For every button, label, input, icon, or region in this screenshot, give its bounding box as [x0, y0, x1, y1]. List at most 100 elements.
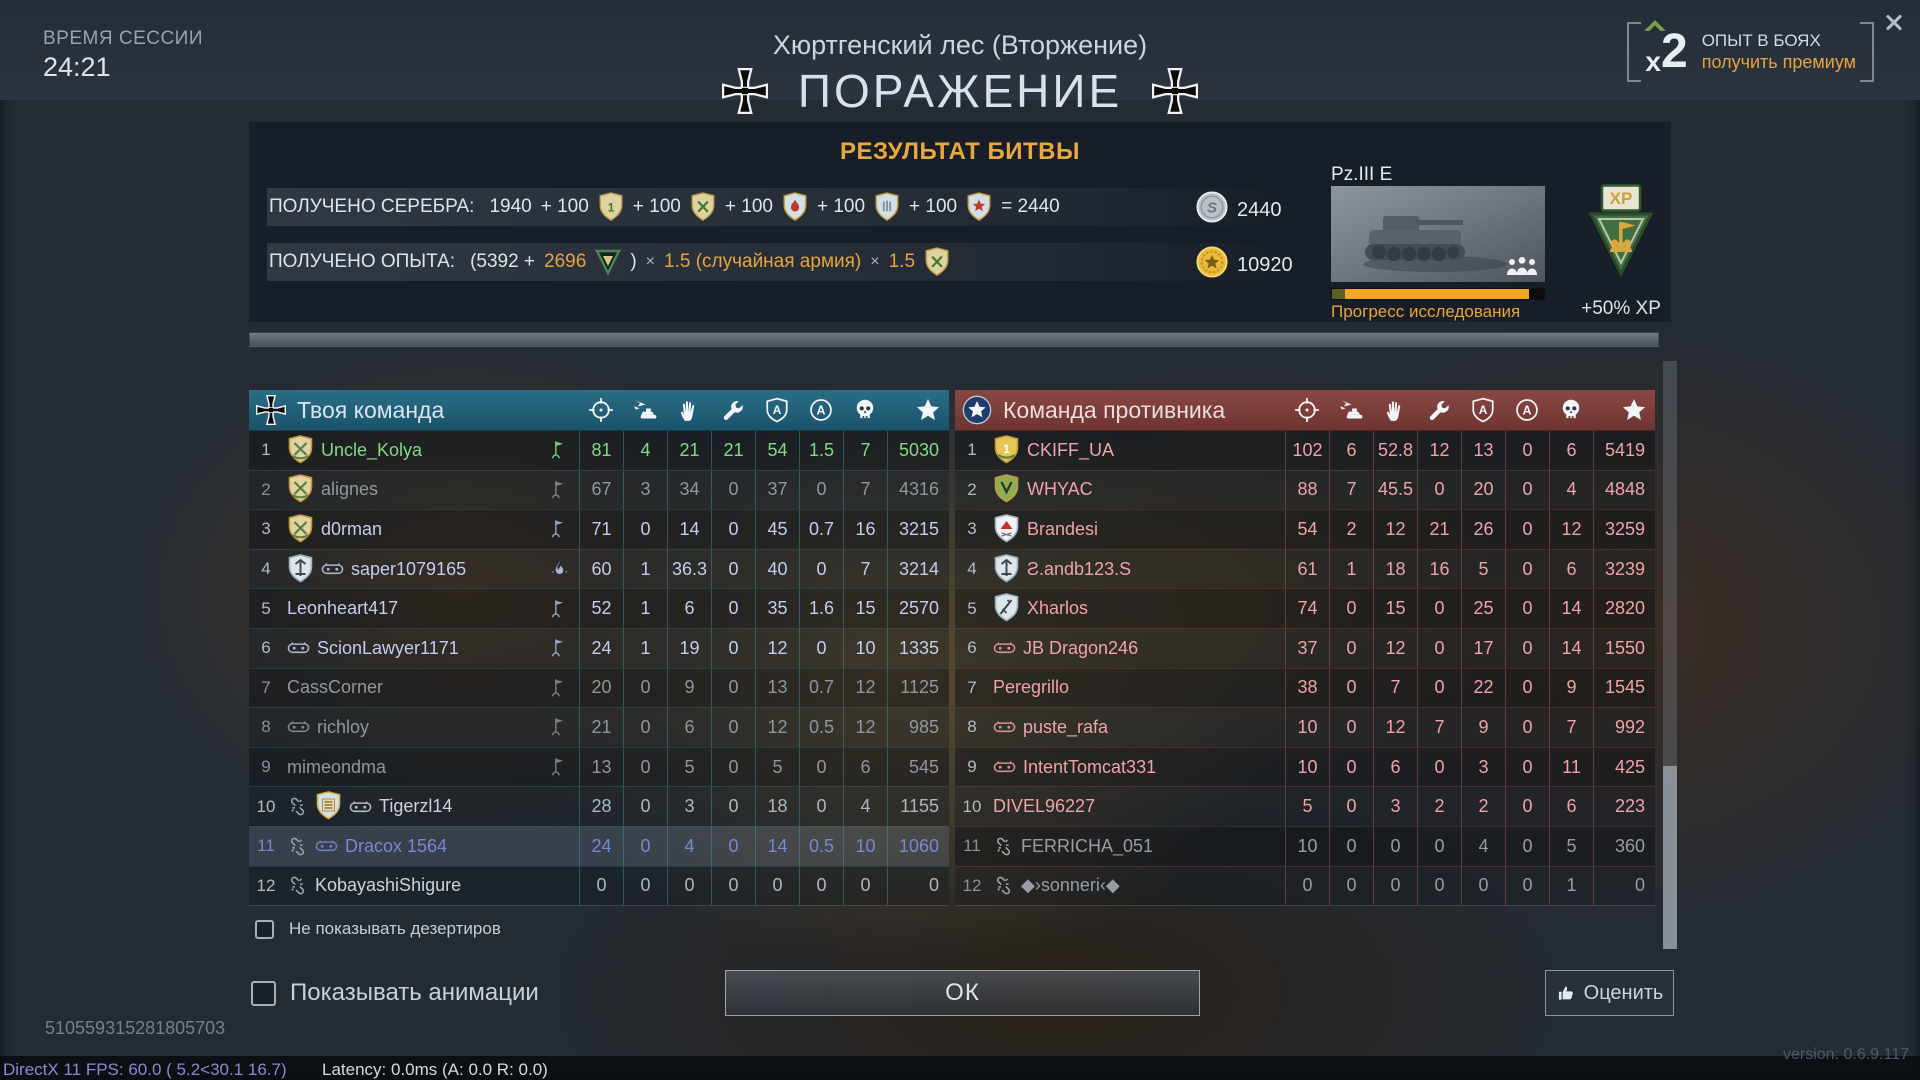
- player-row[interactable]: 6 ScionLawyer1171 24 1 19 0 12 0 10 1335: [249, 627, 949, 668]
- player-row[interactable]: 8 puste_rafa 10 0 12 7 9 0 7 992: [955, 707, 1655, 747]
- player-row[interactable]: 8 richloy 21 0 6 0 12 0.5 12 985: [249, 707, 949, 747]
- horizontal-scrollbar[interactable]: [249, 332, 1659, 347]
- player-name-cell: Tigerzl14: [283, 787, 579, 826]
- player-rank: 4: [967, 559, 977, 579]
- stat-score: 3259: [1593, 510, 1655, 549]
- player-row[interactable]: 2 WHYAC 88 7 45.5 0 20 0 4 4848: [955, 469, 1655, 510]
- stat-score: 545: [887, 747, 949, 787]
- player-name-cell: Brandesi: [989, 510, 1285, 549]
- player-row[interactable]: 5 Leonheart417 52 1 6 0 35 1.6 15 2570: [249, 588, 949, 628]
- stat-captures: 0: [1373, 866, 1417, 906]
- player-name: d0rman: [321, 518, 383, 539]
- stat-captures: 6: [667, 589, 711, 628]
- stat-air-kills: 0: [1329, 747, 1373, 787]
- stat-score: 0: [887, 866, 949, 906]
- player-name: Xharlos: [1027, 598, 1089, 619]
- checkbox-box[interactable]: [251, 980, 276, 1006]
- stat-air-kills: 0: [1329, 589, 1373, 628]
- stat-assists: 0: [1417, 866, 1461, 906]
- checkbox-box[interactable]: [255, 919, 274, 939]
- player-rank: 4: [261, 559, 271, 579]
- vertical-scrollbar[interactable]: [1663, 361, 1677, 949]
- stat-captures: 3: [1373, 787, 1417, 826]
- deserter-broken-link-icon: [993, 875, 1014, 896]
- stat-ai-armor-kills: 17: [1461, 628, 1505, 668]
- stat-captures: 12: [1373, 708, 1417, 747]
- flag-status-icon: [550, 756, 569, 778]
- get-premium-link[interactable]: получить премиум: [1701, 52, 1856, 73]
- player-row[interactable]: 4 Ƨ.andb123.S 61 1 18 16 5 0 6 3239: [955, 548, 1655, 589]
- stat-air-kills: 1: [623, 549, 667, 589]
- stat-kills: 0: [1285, 866, 1329, 906]
- player-row[interactable]: 4 saper1079165 60 1 36.3 0 40 0 7 3214: [249, 548, 949, 589]
- player-row[interactable]: 7 CassCorner 20 0 9 0 13 0.7 12 1125: [249, 667, 949, 708]
- vehicle-card[interactable]: [1331, 186, 1545, 282]
- stat-captures: 14: [667, 510, 711, 549]
- stat-ai-armor-kills: 4: [1461, 826, 1505, 866]
- player-row[interactable]: 10 DIVEL96227 5 0 3 2 2 0 6 223: [955, 786, 1655, 826]
- stat-ai-kills: 0: [799, 866, 843, 906]
- player-row[interactable]: 1 Uncle_Kolya 81 4 21 21 54 1.5 7 5030: [249, 430, 949, 470]
- player-name: alignes: [321, 479, 379, 500]
- stat-deaths: 11: [1549, 747, 1593, 787]
- player-row[interactable]: 1 1 CKIFF_UA 102 6 52.8 12 13 0 6 5419: [955, 430, 1655, 470]
- player-name-cell: JB Dragon246: [989, 629, 1285, 668]
- player-row[interactable]: 3 d0rman 71 0 14 0 45 0.7 16 3215: [249, 509, 949, 549]
- player-row[interactable]: 12 ◆›sonneri‹◆ 0 0 0 0 0 0 1 0: [955, 865, 1655, 906]
- close-button[interactable]: [1882, 10, 1906, 34]
- player-row[interactable]: 11 Dracox 1564 24 0 4 0 14 0.5 10 1060: [249, 825, 949, 866]
- stat-ai-armor-kills: 40: [755, 549, 799, 589]
- deserter-broken-link-icon: [993, 836, 1014, 857]
- stat-kills: 74: [1285, 589, 1329, 628]
- stat-deaths: 10: [843, 826, 887, 866]
- stat-score: 360: [1593, 826, 1655, 866]
- rate-button[interactable]: Оценить: [1545, 970, 1674, 1016]
- stat-air-kills: 0: [623, 708, 667, 747]
- stat-assists: 0: [1417, 747, 1461, 787]
- stat-ai-armor-kills: 25: [1461, 589, 1505, 628]
- player-row[interactable]: 5 Xharlos 74 0 15 0 25 0 14 2820: [955, 588, 1655, 628]
- stat-assists: 7: [1417, 708, 1461, 747]
- premium-shield-icon: [924, 247, 950, 277]
- ok-button[interactable]: ОК: [725, 970, 1200, 1016]
- stat-deaths: 6: [1549, 431, 1593, 470]
- player-row[interactable]: 10 Tigerzl14 28 0 3 0 18 0 4 1155: [249, 786, 949, 826]
- silver-total: S 2440: [1196, 191, 1282, 229]
- player-row[interactable]: 9 mimeondma 13 0 5 0 5 0 6 545: [249, 746, 949, 787]
- stat-ai-armor-kills: 20: [1461, 470, 1505, 510]
- stat-ai-kills: 0.7: [799, 668, 843, 708]
- panel-title: РЕЗУЛЬТАТ БИТВЫ: [840, 138, 1080, 165]
- player-row[interactable]: 7 Peregrillo 38 0 7 0 22 0 9 1545: [955, 667, 1655, 708]
- player-row[interactable]: 3 Brandesi 54 2 12 21 26 0 12 3259: [955, 509, 1655, 549]
- player-row[interactable]: 12 KobayashiShigure 0 0 0 0 0 0 0 0: [249, 865, 949, 906]
- stat-ai-armor-kills: 18: [755, 787, 799, 826]
- stat-kills: 21: [579, 708, 623, 747]
- stat-air-kills: 6: [1329, 431, 1373, 470]
- stat-kills: 52: [579, 589, 623, 628]
- bottom-bar: [0, 1056, 1920, 1080]
- stat-assists: 0: [1417, 470, 1461, 510]
- player-row[interactable]: 6 JB Dragon246 37 0 12 0 17 0 14 1550: [955, 627, 1655, 668]
- player-row[interactable]: 11 FERRICHA_051 10 0 0 0 4 0 5 360: [955, 825, 1655, 866]
- result-text: ПОРАЖЕНИЕ: [797, 65, 1123, 117]
- column-deaths-icon: [843, 397, 887, 423]
- hide-deserters-checkbox[interactable]: Не показывать дезертиров: [255, 919, 501, 939]
- stat-air-kills: 0: [1329, 668, 1373, 708]
- player-row[interactable]: 9 IntentTomcat331 10 0 6 0 3 0 11 425: [955, 746, 1655, 787]
- show-animations-checkbox[interactable]: Показывать анимации: [251, 979, 539, 1007]
- stat-air-kills: 0: [1329, 826, 1373, 866]
- stat-ai-kills: 0: [799, 470, 843, 510]
- stat-kills: 20: [579, 668, 623, 708]
- player-name: WHYAC: [1027, 479, 1093, 500]
- stat-assists: 0: [711, 628, 755, 668]
- player-row[interactable]: 2 alignes 67 3 34 0 37 0 7 4316: [249, 469, 949, 510]
- stat-captures: 36.3: [667, 549, 711, 589]
- scrollbar-thumb[interactable]: [1663, 766, 1677, 949]
- stat-score: 1545: [1593, 668, 1655, 708]
- xp-chevron-icon: [595, 247, 622, 277]
- column-deaths-icon: [1549, 397, 1593, 423]
- stat-deaths: 5: [1549, 826, 1593, 866]
- stat-score: 1335: [887, 628, 949, 668]
- silver-earned-row: ПОЛУЧЕНО СЕРЕБРА: 1940 + 100 1 + 100 + 100 +…: [267, 188, 1335, 226]
